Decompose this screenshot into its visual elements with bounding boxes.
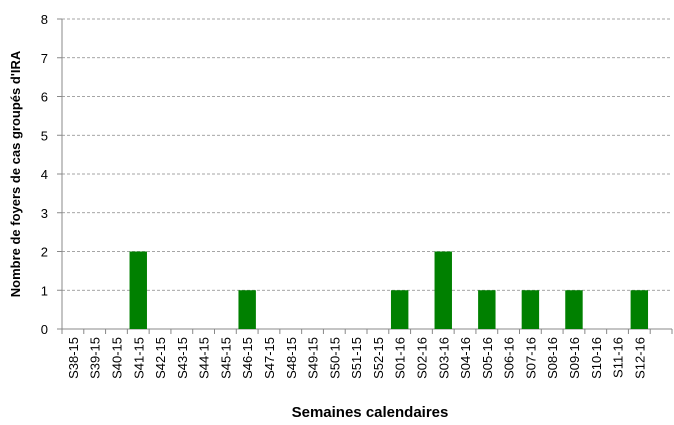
bar <box>521 290 540 329</box>
x-tick-label: S07-16 <box>523 337 538 379</box>
x-tick-label: S40-15 <box>109 337 124 379</box>
x-axis-title: Semaines calendaires <box>292 404 449 421</box>
bar <box>390 290 409 329</box>
y-tick-label: 0 <box>41 322 48 337</box>
y-tick-label: 4 <box>41 167 48 182</box>
bar <box>565 290 583 329</box>
y-tick-label: 7 <box>41 51 48 66</box>
x-tick-label: S51-15 <box>349 337 364 379</box>
x-tick-label: S09-16 <box>567 337 582 379</box>
y-tick-label: 5 <box>41 128 48 143</box>
bar <box>238 290 256 329</box>
bar <box>478 290 496 329</box>
y-tick-label: 2 <box>41 245 48 260</box>
bar <box>630 290 649 329</box>
x-tick-label: S12-16 <box>632 337 647 379</box>
x-tick-label: S43-15 <box>175 337 190 379</box>
x-tick-label: S49-15 <box>306 337 321 379</box>
x-tick-label: S46-15 <box>240 337 255 379</box>
bar <box>434 251 452 329</box>
x-tick-label: S39-15 <box>88 337 103 379</box>
x-tick-label: S41-15 <box>131 337 146 379</box>
x-tick-label: S38-15 <box>66 337 81 379</box>
x-tick-label: S44-15 <box>197 337 212 379</box>
x-tick-label: S47-15 <box>262 337 277 379</box>
y-tick-label: 1 <box>41 283 48 298</box>
y-axis-title: Nombre de foyers de cas groupés d'IRA <box>8 50 23 297</box>
x-tick-label: S06-16 <box>502 337 517 379</box>
x-tick-label: S48-15 <box>284 337 299 379</box>
y-tick-label: 3 <box>41 206 48 221</box>
x-tick-label: S11-16 <box>611 337 626 378</box>
x-tick-label: S45-15 <box>218 337 233 379</box>
x-tick-label: S08-16 <box>545 337 560 379</box>
x-tick-label: S10-16 <box>589 337 604 379</box>
x-tick-label: S42-15 <box>153 337 168 379</box>
x-tick-label: S01-16 <box>393 337 408 379</box>
x-tick-label: S50-15 <box>327 337 342 379</box>
x-tick-label: S05-16 <box>480 337 495 379</box>
x-tick-label: S04-16 <box>458 337 473 379</box>
y-tick-label: 6 <box>41 90 48 105</box>
x-tick-label: S03-16 <box>436 337 451 379</box>
x-tick-label: S52-15 <box>371 337 386 379</box>
x-tick-label: S02-16 <box>414 337 429 379</box>
y-tick-label: 8 <box>41 12 48 27</box>
bar <box>129 251 147 329</box>
